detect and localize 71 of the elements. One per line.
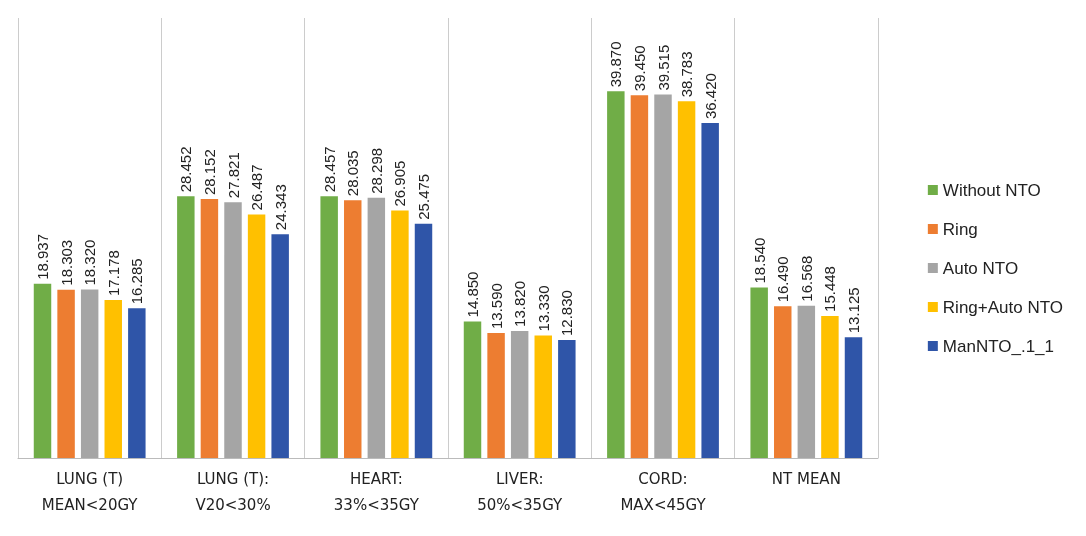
data-label: 38.783 [678, 51, 696, 98]
data-label: 13.590 [487, 283, 505, 330]
data-label: 15.448 [821, 266, 839, 312]
legend-label: Without NTO [942, 180, 1041, 200]
data-label: 14.850 [464, 271, 481, 318]
bar [558, 340, 576, 458]
bar [510, 330, 529, 458]
data-label: 28.457 [320, 146, 338, 193]
legend-label: Ring+Auto NTO [942, 297, 1064, 317]
legend-label: ManNTO_.1_1 [942, 336, 1055, 356]
bar [414, 223, 433, 458]
bar [177, 196, 195, 458]
bar [391, 210, 409, 458]
legend-label: Auto NTO [942, 258, 1019, 278]
bar [247, 214, 266, 458]
bar [534, 335, 552, 458]
bar [463, 321, 482, 458]
bar [797, 305, 816, 458]
data-label: 27.821 [224, 152, 242, 199]
data-label: 13.820 [511, 281, 529, 327]
bar [487, 333, 505, 458]
data-label: 28.452 [177, 146, 195, 193]
data-label: 36.420 [701, 73, 719, 120]
bar [271, 234, 289, 458]
x-tick-label: CORD: MAX<45GY [620, 470, 707, 514]
bar [128, 308, 146, 458]
bar [701, 123, 719, 458]
data-label: 24.343 [271, 184, 289, 231]
x-tick-label: LIVER: 50%<35GY [477, 470, 564, 514]
data-label: 26.905 [391, 160, 409, 207]
bar [821, 315, 839, 458]
data-label: 25.475 [415, 173, 432, 220]
bar [630, 95, 649, 458]
data-label: 16.285 [128, 258, 146, 305]
bar [654, 94, 672, 458]
bar [33, 283, 52, 458]
bar [367, 197, 386, 458]
bar [320, 196, 338, 458]
data-label: 13.125 [845, 287, 862, 334]
data-label: 26.487 [248, 164, 266, 211]
bar [57, 289, 75, 458]
x-tick-label: LUNG (T): V20<30% [195, 470, 271, 514]
data-label: 18.303 [57, 239, 75, 286]
bar [750, 287, 768, 458]
bar [224, 202, 242, 458]
bar [844, 337, 863, 458]
data-label: 39.870 [607, 41, 625, 88]
data-label: 13.330 [534, 285, 552, 332]
x-tick-label: LUNG (T) MEAN<20GY [41, 470, 139, 514]
data-label: 28.152 [200, 149, 218, 196]
bar [774, 306, 792, 458]
bar [344, 200, 362, 458]
x-tick-label: NT MEAN [771, 470, 841, 488]
data-label: 16.568 [797, 255, 815, 302]
bar [677, 101, 696, 458]
data-label: 18.937 [34, 233, 51, 280]
bar [104, 300, 122, 458]
data-label: 18.540 [750, 237, 768, 284]
x-tick-label: HEART: 33%<35GY [333, 470, 420, 514]
data-label: 28.298 [367, 147, 385, 194]
bar [200, 199, 219, 458]
data-label: 16.490 [774, 256, 792, 303]
data-label: 39.515 [654, 44, 672, 91]
bar [607, 91, 625, 458]
bar [80, 289, 99, 458]
data-label: 17.178 [104, 250, 122, 297]
data-label: 12.830 [558, 290, 576, 337]
data-label: 28.035 [344, 150, 362, 197]
legend-label: Ring [942, 219, 978, 239]
data-label: 39.450 [630, 45, 648, 92]
data-label: 18.320 [81, 239, 99, 286]
